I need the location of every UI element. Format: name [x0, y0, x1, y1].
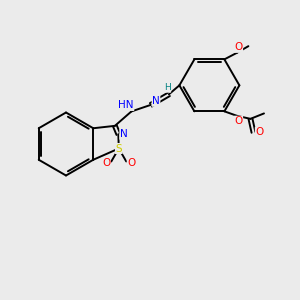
Text: S: S	[116, 143, 122, 154]
Text: O: O	[102, 158, 110, 168]
Text: HN: HN	[118, 100, 134, 110]
Text: O: O	[234, 116, 243, 126]
Text: H: H	[164, 83, 171, 92]
Text: O: O	[127, 158, 136, 168]
Text: N: N	[152, 96, 160, 106]
Text: O: O	[234, 42, 243, 52]
Text: O: O	[255, 127, 264, 137]
Text: N: N	[120, 129, 127, 139]
